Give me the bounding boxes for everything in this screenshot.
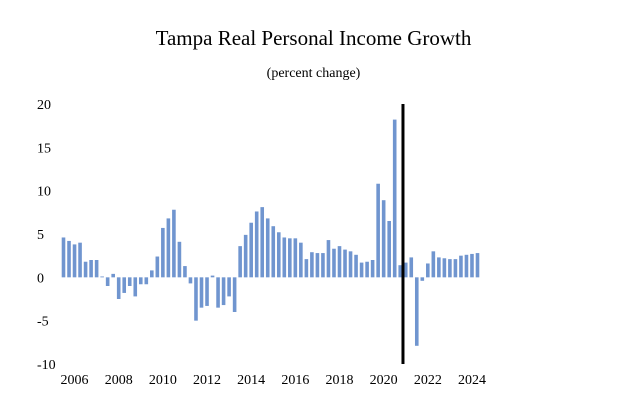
bar-2009Q1 xyxy=(127,277,132,286)
x-tick-label: 2020 xyxy=(370,373,398,388)
bar-2017Q3 xyxy=(315,253,320,278)
x-tick-label: 2012 xyxy=(193,373,221,388)
bar-2024Q4 xyxy=(475,253,480,278)
bar-2022Q2 xyxy=(420,277,425,281)
x-tick-label: 2024 xyxy=(458,373,486,388)
bar-2009Q2 xyxy=(133,277,138,297)
bar-2011Q4 xyxy=(188,277,193,284)
bar-2016Q4 xyxy=(299,242,303,278)
bar-2018Q1 xyxy=(326,240,331,278)
bar-2023Q3 xyxy=(448,259,452,278)
bar-2021Q3 xyxy=(403,262,408,278)
bar-2023Q2 xyxy=(442,258,447,278)
x-tick-label: 2016 xyxy=(281,373,309,388)
bar-2006Q3 xyxy=(72,244,77,278)
bar-2023Q1 xyxy=(437,257,441,278)
chart-title: Tampa Real Personal Income Growth xyxy=(155,26,472,50)
y-tick-label: 0 xyxy=(37,271,44,286)
bar-2016Q2 xyxy=(288,238,292,278)
bar-2008Q3 xyxy=(116,277,121,299)
bars-group xyxy=(61,119,480,346)
bar-2019Q3 xyxy=(359,262,364,278)
bar-2013Q2 xyxy=(221,277,226,306)
bar-2007Q1 xyxy=(83,261,88,278)
bar-2024Q2 xyxy=(464,254,469,278)
bar-2022Q1 xyxy=(414,277,419,346)
x-tick-label: 2010 xyxy=(149,373,177,388)
bar-2013Q4 xyxy=(232,277,237,312)
bar-2016Q1 xyxy=(282,237,287,278)
x-tick-label: 2018 xyxy=(326,373,354,388)
bar-2014Q4 xyxy=(254,211,259,278)
bar-2022Q3 xyxy=(426,263,430,278)
bar-2024Q1 xyxy=(459,255,463,278)
bar-2021Q2 xyxy=(398,265,403,278)
bar-2012Q1 xyxy=(194,277,198,321)
bar-2010Q3 xyxy=(161,227,165,278)
bar-2010Q1 xyxy=(150,270,154,278)
bar-2017Q4 xyxy=(321,253,325,278)
bar-2019Q1 xyxy=(348,251,353,278)
bar-2021Q4 xyxy=(409,257,414,278)
bar-2011Q3 xyxy=(183,266,187,278)
bar-2008Q1 xyxy=(105,277,110,286)
bar-2015Q3 xyxy=(271,226,276,278)
bar-2007Q4 xyxy=(100,276,104,278)
bar-2014Q3 xyxy=(249,222,253,278)
bar-2020Q2 xyxy=(376,183,380,278)
bar-2007Q2 xyxy=(89,260,93,278)
bar-2021Q1 xyxy=(392,119,397,278)
bar-2008Q4 xyxy=(122,277,127,293)
bar-2024Q3 xyxy=(470,253,474,278)
bar-2007Q3 xyxy=(94,260,99,278)
bar-2006Q1 xyxy=(61,237,66,278)
y-tick-label: 10 xyxy=(37,185,51,200)
bar-2009Q4 xyxy=(144,277,149,285)
bar-2018Q4 xyxy=(343,249,347,278)
bar-2016Q3 xyxy=(293,238,298,278)
bar-2009Q3 xyxy=(138,277,143,285)
bar-2015Q4 xyxy=(276,232,281,278)
bar-2019Q4 xyxy=(365,261,369,278)
bar-2012Q4 xyxy=(210,275,215,278)
y-tick-label: -5 xyxy=(37,315,49,330)
bar-2015Q2 xyxy=(265,218,270,278)
bar-2017Q2 xyxy=(310,252,314,278)
bar-2011Q1 xyxy=(172,209,176,278)
x-tick-label: 2014 xyxy=(237,373,265,388)
bar-2011Q2 xyxy=(177,241,182,278)
bar-2020Q3 xyxy=(381,200,386,278)
x-tick-label: 2022 xyxy=(414,373,442,388)
bar-2019Q2 xyxy=(354,254,358,278)
x-tick-label: 2006 xyxy=(61,373,89,388)
bar-2014Q2 xyxy=(243,234,248,278)
bar-2012Q2 xyxy=(199,277,204,308)
y-tick-label: 15 xyxy=(37,141,51,156)
bar-2018Q2 xyxy=(332,248,336,278)
bar-2013Q3 xyxy=(227,277,231,297)
bar-2020Q4 xyxy=(387,221,391,278)
bar-2010Q2 xyxy=(155,256,160,278)
y-tick-label: 5 xyxy=(37,228,44,243)
bar-2017Q1 xyxy=(304,259,309,278)
bar-2023Q4 xyxy=(453,259,458,278)
bar-2010Q4 xyxy=(166,218,171,278)
x-axis-ticks: 2006 2008 2010 2012 2014 2016 2018 2020 2022 2024 xyxy=(61,373,486,388)
bar-2008Q2 xyxy=(111,273,115,278)
y-tick-label: -10 xyxy=(37,358,56,373)
bar-2012Q3 xyxy=(205,277,209,306)
bar-2022Q4 xyxy=(431,251,436,278)
bar-2006Q2 xyxy=(67,240,71,278)
y-axis-ticks: 20 15 10 5 0 -5 -10 xyxy=(37,98,56,373)
bar-2013Q1 xyxy=(216,277,220,308)
y-tick-label: 20 xyxy=(37,98,51,113)
bar-2020Q1 xyxy=(370,260,375,278)
bar-2015Q1 xyxy=(260,207,265,278)
bar-2018Q3 xyxy=(337,246,342,278)
bar-2014Q1 xyxy=(238,246,242,278)
bar-2006Q4 xyxy=(78,242,82,278)
chart-subtitle: (percent change) xyxy=(266,66,361,81)
x-tick-label: 2008 xyxy=(105,373,133,388)
